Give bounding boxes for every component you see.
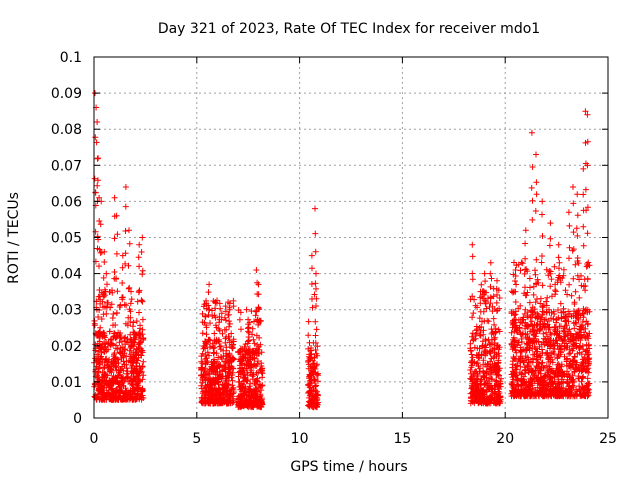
y-tick-label: 0.05 — [51, 231, 82, 247]
x-axis-ticks: 0 5 10 15 20 25 — [90, 57, 617, 447]
y-tick-label: 0.03 — [51, 303, 82, 319]
y-axis-ticks: 0 0.01 0.02 0.03 0.04 0.05 0.06 0.07 0.08 0.09 0.1 — [51, 50, 608, 427]
grid-lines — [94, 57, 608, 418]
roti-point-markers — [91, 90, 593, 411]
x-tick-label: 15 — [393, 431, 411, 447]
x-tick-label: 20 — [496, 431, 514, 447]
y-tick-label: 0.02 — [51, 339, 82, 355]
y-tick-label: 0.1 — [60, 50, 82, 66]
data-points — [91, 90, 593, 411]
chart-title: Day 321 of 2023, Rate Of TEC Index for r… — [158, 21, 540, 37]
y-tick-label: 0.07 — [51, 158, 82, 174]
y-tick-label: 0.08 — [51, 122, 82, 138]
y-tick-label: 0 — [73, 411, 82, 427]
y-axis-label: ROTI / TECUs — [6, 192, 22, 284]
x-axis-label: GPS time / hours — [290, 459, 407, 475]
x-tick-label: 5 — [192, 431, 201, 447]
x-tick-label: 10 — [291, 431, 309, 447]
y-tick-label: 0.01 — [51, 375, 82, 391]
x-tick-label: 25 — [599, 431, 617, 447]
y-tick-label: 0.06 — [51, 194, 82, 210]
x-tick-label: 0 — [90, 431, 99, 447]
y-tick-label: 0.09 — [51, 86, 82, 102]
y-tick-label: 0.04 — [51, 267, 82, 283]
